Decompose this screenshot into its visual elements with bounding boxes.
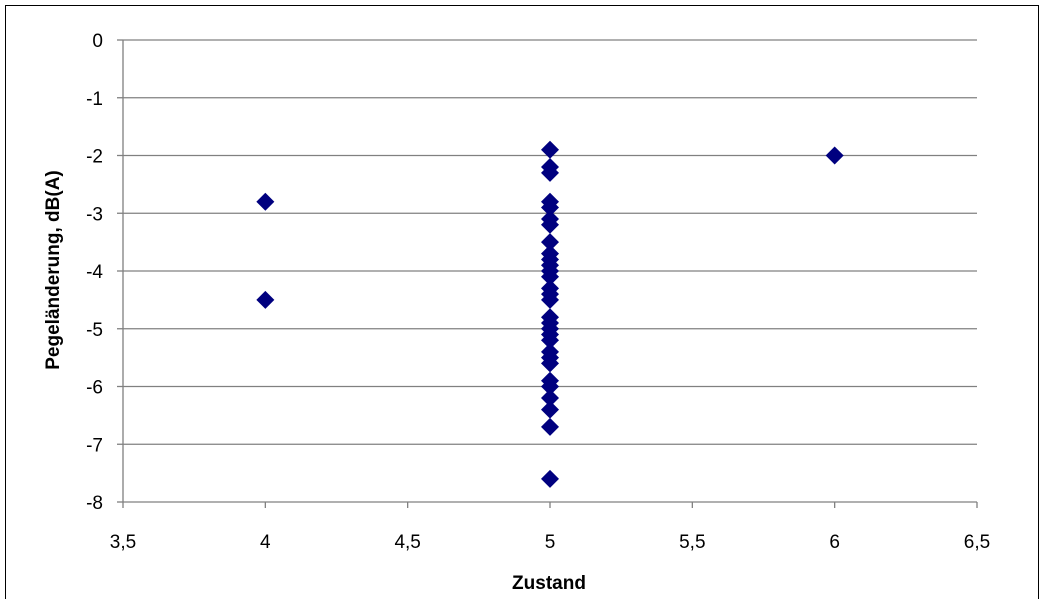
y-tick-label: 0 xyxy=(92,31,103,52)
y-tick-label: -2 xyxy=(86,147,103,168)
data-point xyxy=(825,146,844,165)
data-point xyxy=(541,163,559,182)
data-point xyxy=(541,354,559,373)
data-point xyxy=(541,389,559,408)
x-tick-label: 4,5 xyxy=(394,532,420,553)
axes xyxy=(117,39,978,508)
data-point xyxy=(541,215,559,234)
x-tick-label: 5,5 xyxy=(679,532,705,553)
data-point xyxy=(541,140,559,159)
y-tick-label: -1 xyxy=(86,89,103,110)
y-tick-label: -3 xyxy=(86,204,103,225)
data-point xyxy=(256,290,275,309)
y-tick-label: -6 xyxy=(86,378,103,399)
y-tick-label: -8 xyxy=(86,493,103,514)
x-tick-label: 4 xyxy=(260,532,271,553)
data-point xyxy=(541,233,559,252)
data-point xyxy=(541,377,559,396)
data-point xyxy=(541,400,559,419)
y-axis-title: Pegeländerung, dB(A) xyxy=(43,170,64,370)
data-point xyxy=(541,290,559,309)
x-axis-title: Zustand xyxy=(512,573,586,594)
y-tick-label: -7 xyxy=(86,435,103,456)
x-tick-label: 3,5 xyxy=(110,532,136,553)
y-tick-labels: 0 -1 -2 -3 -4 -5 -6 -7 -8 xyxy=(86,31,103,514)
x-tick-label: 5 xyxy=(545,532,556,553)
data-point xyxy=(256,192,275,211)
data-point xyxy=(541,198,559,217)
data-point xyxy=(541,331,559,350)
x-tick-label: 6,5 xyxy=(964,532,990,553)
x-tick-label: 6 xyxy=(829,532,840,553)
x-tick-labels: 3,5 4 4,5 5 5,5 6 6,5 xyxy=(110,532,990,553)
data-point xyxy=(541,417,559,436)
data-point xyxy=(541,267,559,286)
data-points xyxy=(256,140,844,488)
y-tick-label: -4 xyxy=(86,262,103,283)
chart-frame xyxy=(5,5,1039,599)
y-tick-label: -5 xyxy=(86,320,103,341)
data-point xyxy=(541,469,559,488)
